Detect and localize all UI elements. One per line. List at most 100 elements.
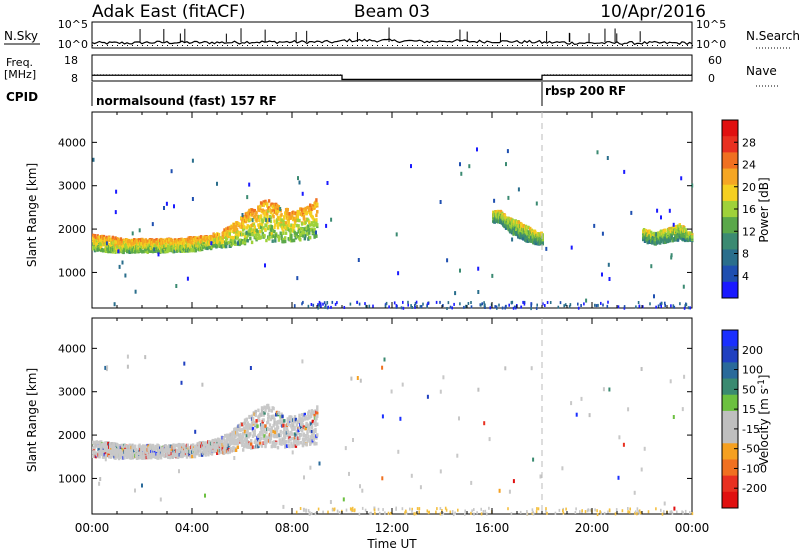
- scatter-point: [395, 232, 398, 237]
- scatter-point: [255, 419, 258, 423]
- scatter-point: [280, 442, 283, 446]
- scatter-point: [306, 439, 309, 443]
- scatter-point: [583, 302, 585, 306]
- scatter-point: [218, 439, 222, 444]
- scatter-point: [237, 241, 239, 246]
- scatter-point: [252, 228, 256, 232]
- scatter-point: [232, 241, 235, 246]
- scatter-point: [308, 231, 311, 235]
- scatter-point: [608, 387, 611, 392]
- scatter-point: [264, 408, 267, 413]
- scatter-point: [274, 239, 277, 243]
- scatter-point: [210, 245, 214, 249]
- scatter-point: [446, 307, 448, 310]
- scatter-point: [504, 304, 507, 308]
- scatter-point: [531, 508, 534, 512]
- scatter-point: [240, 440, 243, 445]
- scatter-point: [256, 424, 259, 428]
- scatter-point: [684, 304, 686, 308]
- scatter-point: [313, 413, 316, 418]
- velocity-panel-frame: [91, 317, 693, 515]
- scatter-point: [426, 303, 428, 307]
- scatter-point: [259, 201, 263, 205]
- scatter-point: [596, 509, 598, 513]
- scatter-point: [289, 228, 292, 232]
- scatter-point: [683, 374, 686, 379]
- scatter-point: [232, 236, 235, 240]
- scatter-point: [511, 237, 514, 242]
- scatter-point: [395, 305, 398, 309]
- scatter-point: [123, 239, 126, 243]
- scatter-point: [129, 456, 132, 460]
- scatter-point: [279, 433, 282, 437]
- scatter-point: [245, 226, 248, 230]
- colorbar-swatch: [722, 378, 738, 396]
- colorbar-tick-label: 100: [742, 364, 763, 377]
- scatter-point: [264, 443, 267, 447]
- scatter-point: [245, 433, 248, 438]
- scatter-point: [142, 249, 146, 254]
- scatter-point: [297, 224, 300, 228]
- scatter-point: [390, 511, 392, 515]
- scatter-point: [344, 446, 347, 451]
- scatter-point: [350, 507, 353, 511]
- scatter-point: [263, 202, 266, 206]
- scatter-point: [291, 450, 294, 455]
- scatter-point: [290, 236, 293, 241]
- scatter-point: [100, 447, 104, 451]
- colorbar-swatch: [722, 120, 738, 137]
- scatter-point: [242, 221, 245, 225]
- scatter-point: [310, 433, 314, 437]
- scatter-point: [138, 443, 141, 448]
- scatter-point: [284, 221, 288, 225]
- scatter-point: [254, 410, 257, 414]
- scatter-point: [315, 220, 318, 224]
- scatter-point: [111, 447, 114, 451]
- scatter-point: [241, 213, 244, 217]
- scatter-point: [289, 231, 292, 235]
- scatter-point: [267, 209, 270, 213]
- scatter-point: [240, 216, 243, 220]
- scatter-point: [231, 229, 234, 234]
- colorbar-swatch: [722, 168, 738, 186]
- scatter-point: [236, 235, 239, 239]
- scatter-point: [359, 378, 362, 383]
- scatter-point: [660, 301, 663, 305]
- scatter-point: [316, 411, 319, 416]
- scatter-point: [214, 448, 217, 452]
- scatter-point: [290, 415, 293, 420]
- scatter-point: [304, 208, 307, 213]
- scatter-point: [246, 224, 249, 228]
- scatter-point: [288, 212, 291, 216]
- x-tick-label: 04:00: [175, 521, 210, 535]
- scatter-point: [562, 511, 565, 515]
- scatter-point: [161, 453, 164, 457]
- scatter-point: [517, 187, 520, 192]
- scatter-point: [586, 509, 589, 513]
- scatter-point: [284, 236, 287, 240]
- scatter-point: [212, 440, 215, 445]
- scatter-point: [477, 387, 480, 392]
- scatter-point: [243, 240, 247, 245]
- scatter-point: [385, 301, 388, 305]
- scatter-point: [231, 438, 234, 442]
- scatter-point: [559, 301, 562, 305]
- scatter-point: [526, 510, 528, 513]
- scatter-point: [233, 230, 236, 234]
- scatter-point: [308, 220, 311, 225]
- scatter-point: [400, 306, 403, 310]
- scatter-point: [298, 413, 301, 418]
- scatter-point: [280, 220, 283, 224]
- scatter-point: [250, 442, 253, 446]
- scatter-point: [269, 432, 273, 436]
- scatter-point: [442, 375, 445, 380]
- scatter-point: [384, 511, 386, 515]
- scatter-point: [570, 401, 573, 406]
- scatter-point: [200, 235, 203, 239]
- scatter-point: [273, 434, 276, 439]
- scatter-point: [310, 424, 314, 429]
- scatter-point: [426, 509, 429, 513]
- scatter-point: [102, 443, 106, 448]
- scatter-point: [557, 305, 560, 309]
